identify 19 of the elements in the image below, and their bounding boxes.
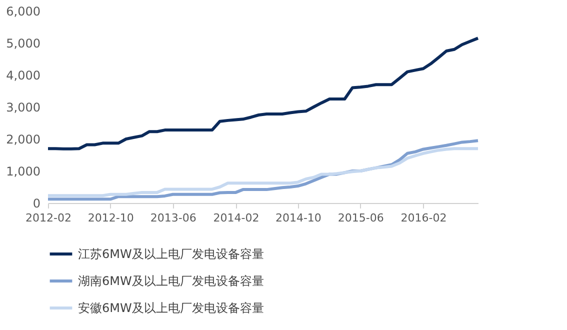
line-series (46, 36, 480, 150)
x-tick-label: 2016-02 (400, 212, 447, 224)
x-tick-label: 2014-02 (213, 212, 260, 224)
x-tick-label: 2012-02 (26, 212, 72, 224)
y-tick-label: 4,000 (6, 68, 40, 82)
y-tick-label: 2,000 (6, 132, 40, 146)
y-tick-label: 1,000 (6, 164, 40, 178)
x-tick-label: 2014-10 (275, 212, 322, 224)
legend-label: 江苏6MW及以上电厂发电设备容量 (78, 247, 264, 261)
x-tick-label: 2012-10 (88, 212, 134, 224)
y-tick-label: 3,000 (6, 100, 40, 114)
x-tick-label: 2015-06 (338, 212, 384, 224)
legend-label: 安徽6MW及以上电厂发电设备容量 (78, 301, 264, 315)
y-tick-label: 5,000 (6, 36, 40, 50)
legend-label: 湖南6MW及以上电厂发电设备容量 (78, 274, 264, 288)
y-tick-label: 0 (32, 196, 40, 210)
line-series (46, 147, 480, 198)
x-tick-label: 2013-06 (150, 212, 196, 224)
y-tick-label: 6,000 (6, 4, 40, 18)
